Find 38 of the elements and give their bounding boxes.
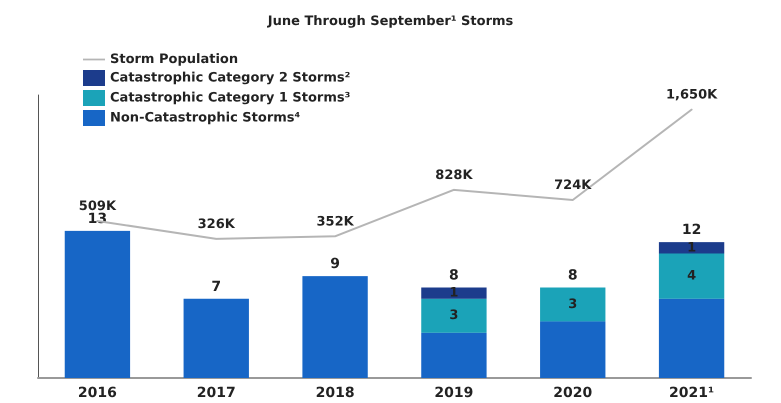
data-label: 509K [78,198,117,214]
legend-label: Storm Population [110,52,238,67]
bar [540,287,606,322]
data-label: 1 [687,240,696,256]
bar [658,253,724,299]
x-tick-label: 2021¹ [669,385,714,401]
x-tick-label: 2020 [553,385,592,401]
chart-title: June Through September¹ Storms [266,14,514,29]
bar [658,242,724,254]
x-tick-label: 2016 [78,385,117,401]
total-label: 12 [682,222,702,238]
legend-label: Catastrophic Category 2 Storms² [110,70,350,86]
bar [421,298,487,333]
x-tick-label: 2019 [434,385,474,401]
data-label: 724K [554,178,592,194]
bar [658,298,724,378]
x-tick-label: 2017 [196,385,236,401]
data-label: 352K [316,214,355,230]
legend-label: Non-Catastrophic Storms⁴ [110,110,301,126]
data-label: 828K [435,168,474,183]
total-label: 9 [330,256,340,272]
bar [421,287,487,299]
bar [302,276,368,378]
legend-label: Catastrophic Category 1 Storms³ [110,90,350,106]
bar [184,298,249,378]
data-label: 1 [449,286,458,301]
data-label: 3 [568,296,578,312]
bar [540,321,606,378]
bar [421,332,487,378]
data-label: 3 [449,308,458,324]
total-label: 7 [211,278,222,295]
data-label: 4 [687,268,696,284]
bar [64,230,130,378]
total-label: 8 [568,267,578,284]
data-label: 1,650K [666,88,718,103]
data-label: 326K [198,216,236,232]
x-tick-label: 2018 [316,385,355,401]
total-label: 8 [449,267,459,284]
